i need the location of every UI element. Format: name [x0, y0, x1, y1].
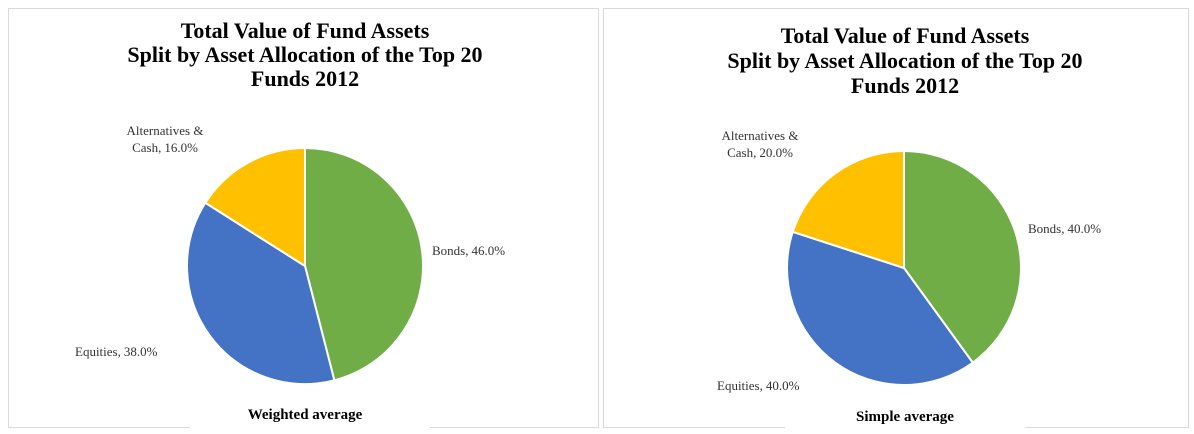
pie-slice: [791, 149, 905, 270]
label-category: Equities: [75, 344, 124, 359]
chart-title: Total Value of Fund Assets: [181, 18, 430, 43]
data-label: Equities38.0%: [75, 343, 157, 360]
data-label: Bonds46.0%: [432, 242, 505, 259]
pie-slice: [786, 230, 975, 386]
pie-slice: [903, 149, 1022, 365]
label-value: 46.0%: [471, 243, 506, 258]
pie-slice: [304, 146, 424, 382]
chart-title: Split by Asset Allocation of the Top 20: [127, 42, 482, 67]
label-value: 40.0%: [765, 378, 800, 393]
label-value: 20.0%: [759, 145, 793, 160]
chart-title: Total Value of Fund Assets: [781, 23, 1030, 48]
label-value: 16.0%: [164, 140, 198, 155]
pie-slice: [203, 146, 306, 268]
data-label: Alternatives & Cash20.0%: [710, 127, 810, 161]
data-label: Alternatives & Cash16.0%: [115, 122, 215, 156]
label-category: Bonds: [1028, 221, 1067, 236]
data-label: Bonds40.0%: [1028, 220, 1101, 237]
chart-subtitle: Simple average: [856, 409, 954, 425]
label-value: 40.0%: [1067, 221, 1102, 236]
label-value: 38.0%: [123, 344, 158, 359]
subtitle-box: [190, 405, 430, 434]
chart-title: Split by Asset Allocation of the Top 20: [727, 48, 1082, 73]
data-label: Equities40.0%: [717, 377, 799, 394]
pie-slice: [186, 201, 336, 385]
label-category: Bonds: [432, 243, 471, 258]
subtitle-box: [785, 405, 1025, 434]
chart-title: Funds 2012: [851, 73, 959, 98]
label-category: Equities: [717, 378, 766, 393]
chart-subtitle: Weighted average: [248, 407, 363, 423]
chart-title: Funds 2012: [251, 66, 359, 91]
